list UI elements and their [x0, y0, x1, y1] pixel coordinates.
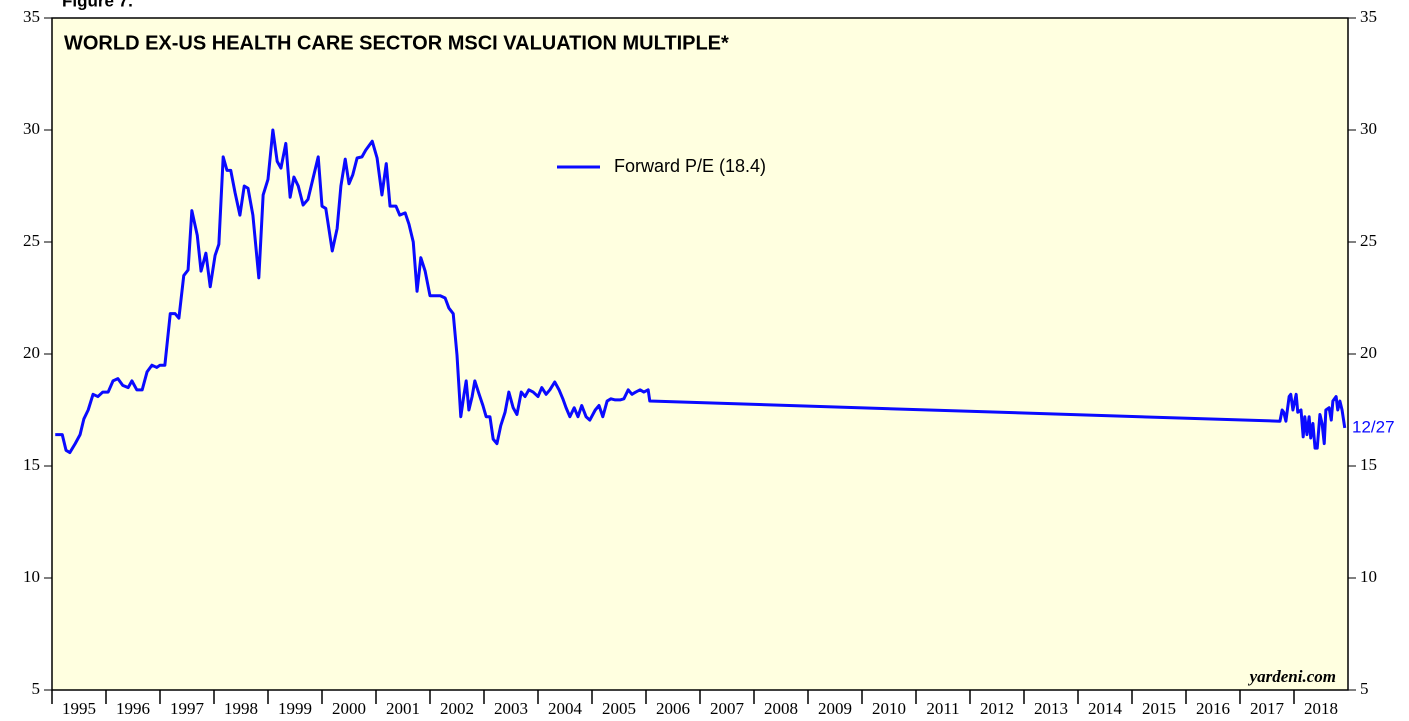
y-tick-label: 20 — [23, 343, 40, 362]
y-tick-label: 15 — [23, 455, 40, 474]
x-tick-label: 2004 — [548, 699, 583, 718]
x-tick-label: 2001 — [386, 699, 420, 718]
y-tick-label: 30 — [23, 119, 40, 138]
x-tick-label: 2007 — [710, 699, 745, 718]
y2-tick-label: 5 — [1360, 679, 1369, 698]
x-tick-label: 1997 — [170, 699, 205, 718]
x-tick-label: 2003 — [494, 699, 528, 718]
x-tick-label: 2018 — [1304, 699, 1338, 718]
y-tick-label: 5 — [32, 679, 41, 698]
x-tick-label: 1995 — [62, 699, 96, 718]
x-tick-label: 2000 — [332, 699, 366, 718]
end-annotation: 12/27 — [1352, 417, 1395, 436]
x-tick-label: 2012 — [980, 699, 1014, 718]
x-tick-label: 2017 — [1250, 699, 1285, 718]
x-tick-label: 2015 — [1142, 699, 1176, 718]
legend-label: Forward P/E (18.4) — [614, 156, 766, 176]
y2-tick-label: 30 — [1360, 119, 1377, 138]
x-tick-label: 2002 — [440, 699, 474, 718]
series-line — [55, 128, 1347, 455]
chart-title: WORLD EX-US HEALTH CARE SECTOR MSCI VALU… — [64, 32, 729, 54]
plot-area — [51, 17, 1349, 691]
y2-tick-label: 25 — [1360, 231, 1377, 250]
y-tick-label: 25 — [23, 231, 40, 250]
figure-label: Figure 7. — [62, 0, 133, 10]
x-tick-label: 1999 — [278, 699, 312, 718]
x-tick-label: 2011 — [926, 699, 959, 718]
y2-tick-label: 35 — [1360, 7, 1377, 26]
y2-tick-label: 20 — [1360, 343, 1377, 362]
x-tick-label: 2016 — [1196, 699, 1230, 718]
x-tick-label: 2006 — [656, 699, 690, 718]
x-tick-label: 2008 — [764, 699, 798, 718]
y2-tick-label: 15 — [1360, 455, 1377, 474]
x-tick-label: 2009 — [818, 699, 852, 718]
y-tick-label: 35 — [23, 7, 40, 26]
y2-tick-label: 10 — [1360, 567, 1377, 586]
x-tick-label: 2014 — [1088, 699, 1123, 718]
x-tick-label: 1996 — [116, 699, 150, 718]
x-tick-label: 1998 — [224, 699, 258, 718]
source: yardeni.com — [1248, 667, 1336, 686]
x-tick-label: 2010 — [872, 699, 906, 718]
y-tick-label: 10 — [23, 567, 40, 586]
x-tick-label: 2005 — [602, 699, 636, 718]
x-tick-label: 2013 — [1034, 699, 1068, 718]
